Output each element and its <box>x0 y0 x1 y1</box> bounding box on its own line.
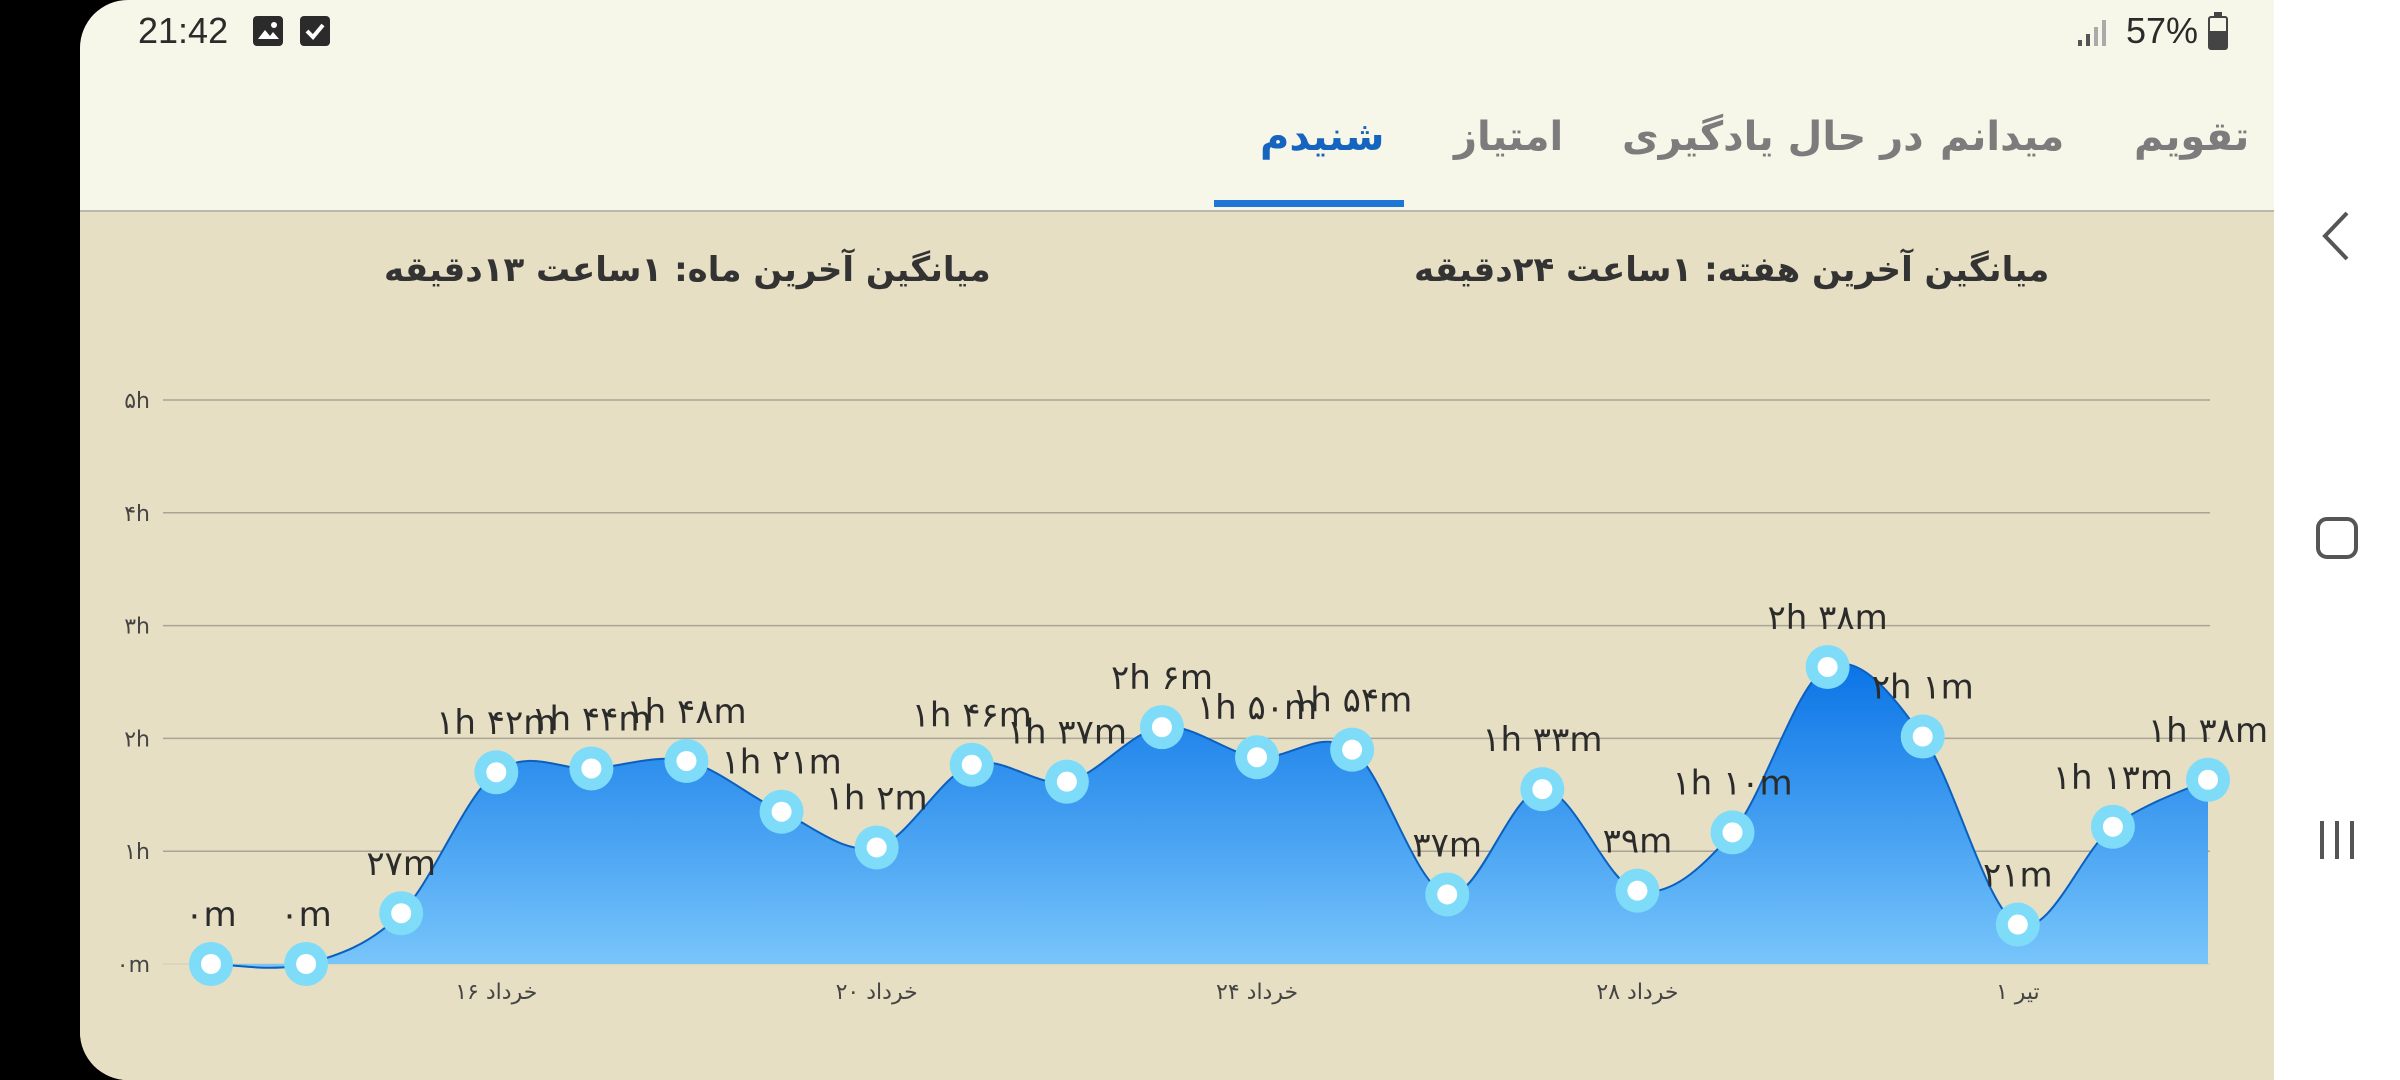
navigation-bar <box>2274 0 2400 1080</box>
data-point[interactable] <box>1900 714 1945 759</box>
x-tick-label: ۱ تیر <box>1996 980 2040 1005</box>
data-point[interactable] <box>759 789 804 834</box>
y-tick-label: ۲h <box>124 727 150 752</box>
back-icon <box>2322 211 2349 261</box>
data-label: ۱h ۳۸m <box>2148 711 2268 751</box>
data-point[interactable] <box>949 742 994 787</box>
tab-calendar[interactable]: تقویم <box>2134 114 2250 160</box>
recents-button[interactable] <box>2274 780 2400 900</box>
data-label: ۱h ۲۱m <box>721 743 841 783</box>
data-label: ۱h ۴۴m <box>531 699 651 739</box>
listening-chart: ۰m ۱h ۲h ۳h ۴h ۵h ۱۶ خرداد ۲۰ خرداد ۲۴ خرداد ۲۸ … <box>117 389 2268 1005</box>
data-label: ۲h ۳۸m <box>1767 598 1887 638</box>
data-point[interactable] <box>379 891 424 936</box>
data-label: ۱h ۵۰m <box>1197 688 1317 728</box>
y-tick-label: ۵h <box>124 389 150 414</box>
data-label: ۱h ۲m <box>826 778 928 818</box>
data-point[interactable] <box>1139 705 1184 750</box>
home-icon <box>2316 517 2358 559</box>
data-label: ۰m <box>185 895 236 935</box>
data-label: ۲h ۱m <box>1872 668 1974 708</box>
data-label: ۱h ۱۳m <box>2053 758 2173 798</box>
data-label: ۱h ۴۲m <box>436 703 556 743</box>
image-notification-icon <box>253 16 283 46</box>
data-point[interactable] <box>569 746 614 791</box>
data-label: ۱h ۴۸m <box>626 692 746 732</box>
status-bar: 21:42 57% <box>80 0 2274 64</box>
data-label: ۳۹m <box>1603 822 1673 862</box>
data-label: ۲h ۶m <box>1111 658 1213 698</box>
data-point[interactable] <box>2090 804 2135 849</box>
data-point[interactable] <box>284 942 329 986</box>
x-tick-label: ۲۸ خرداد <box>1596 980 1678 1005</box>
data-point[interactable] <box>2186 757 2230 802</box>
back-button[interactable] <box>2274 176 2400 296</box>
data-label: ۱h ۳۳m <box>1482 720 1602 760</box>
data-point[interactable] <box>1995 902 2040 947</box>
data-label: ۱h ۱۰m <box>1672 763 1792 803</box>
data-label: ۱h ۳۷m <box>1007 713 1127 753</box>
active-tab-indicator <box>1214 200 1404 207</box>
tab-known[interactable]: میدانم <box>1940 114 2065 160</box>
x-tick-label: ۲۴ خرداد <box>1216 980 1298 1005</box>
data-point[interactable] <box>474 750 519 795</box>
data-point[interactable] <box>1425 872 1470 917</box>
y-tick-label: ۳h <box>124 615 150 640</box>
battery-percent: 57% <box>2126 10 2199 51</box>
status-time: 21:42 <box>138 10 229 51</box>
battery-icon <box>2208 12 2228 50</box>
x-tick-label: ۲۰ خرداد <box>836 980 918 1005</box>
data-point[interactable] <box>1520 767 1565 812</box>
data-label: ۱h ۴۶m <box>912 696 1032 736</box>
stats-panel: میانگین آخرین هفته: ۱ساعت ۲۴دقیقه میانگی… <box>80 212 2274 1080</box>
data-point[interactable] <box>854 825 899 870</box>
tab-learning[interactable]: در حال یادگیری <box>1622 114 1924 160</box>
data-label: ۰m <box>280 895 331 935</box>
data-point[interactable] <box>664 738 709 783</box>
y-tick-label: ۴h <box>124 502 150 527</box>
data-label: ۲۷m <box>366 844 436 884</box>
data-point[interactable] <box>1710 810 1755 855</box>
data-label: ۲۱m <box>1983 856 2053 896</box>
data-point[interactable] <box>1330 727 1375 772</box>
chart-area <box>211 663 2208 968</box>
y-tick-label: ۱h <box>124 840 150 865</box>
monthly-average: میانگین آخرین ماه: ۱ساعت ۱۳دقیقه <box>384 250 991 290</box>
weekly-average: میانگین آخرین هفته: ۱ساعت ۲۴دقیقه <box>1414 250 2050 290</box>
data-point[interactable] <box>1615 868 1660 913</box>
data-point[interactable] <box>1805 644 1850 689</box>
data-point[interactable] <box>189 942 233 986</box>
data-label: ۱h ۵۴m <box>1292 681 1412 721</box>
tab-bar: تقویم میدانم در حال یادگیری امتیاز شنیدم <box>80 64 2274 213</box>
recents-icon <box>2320 821 2354 859</box>
check-notification-icon <box>300 16 330 46</box>
tab-score[interactable]: امتیاز <box>1454 114 1564 160</box>
data-point[interactable] <box>1044 759 1089 804</box>
data-point[interactable] <box>1235 735 1280 780</box>
app-screen: 21:42 57% تقویم میدانم در حال یادگیری ام… <box>80 0 2274 1080</box>
y-tick-label: ۰m <box>117 953 150 978</box>
tab-heard[interactable]: شنیدم <box>1260 114 1385 160</box>
home-button[interactable] <box>2274 478 2400 598</box>
x-tick-label: ۱۶ خرداد <box>455 980 537 1005</box>
data-label: ۳۷m <box>1412 825 1482 865</box>
signal-icon <box>2076 18 2108 52</box>
